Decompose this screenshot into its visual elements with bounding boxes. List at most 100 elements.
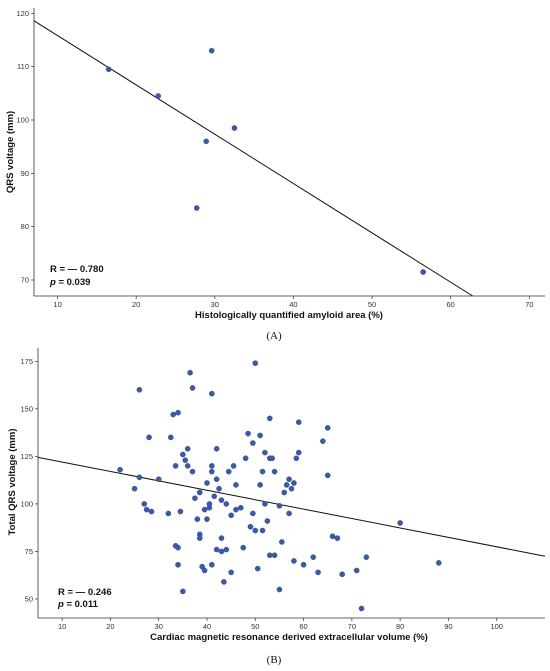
panel-b-data-point [218,535,225,541]
panel-a-y-tick-label: 100 [16,116,29,125]
panel-b-data-point [259,527,266,534]
panel-b-data-point [250,440,256,446]
panel-b-data-point [184,445,191,452]
panel-a-x-label: Histologically quantified amyloid area (… [195,310,383,321]
panel-b-data-point [300,561,307,568]
panel-a-x-tick-label: 50 [368,300,376,309]
panel-b-x-tick-label: 70 [348,622,356,631]
panel-b-x-tick-label: 40 [203,622,211,631]
panel-b-data-point [165,510,172,517]
panel-b-data-point [180,451,186,458]
panel-a-data-point [208,47,215,54]
panel-b-y-label: Total QRS voltage (mm) [7,429,18,536]
panel-b-data-point [257,432,263,439]
panel-a-regression-line [33,20,473,297]
panel-b-y-tick-label: 100 [20,499,33,508]
panel-b-data-point [266,552,273,559]
panel-b-data-point [223,546,230,553]
panel-a-x-ticks: 10 20 30 40 50 60 70 [53,296,533,309]
panel-b-data-point [209,463,215,469]
panel-b-data-point [189,468,196,475]
panel-b-data-point [295,419,302,425]
panel-b-y-tick-label: 125 [20,452,33,461]
panel-b-data-point [136,474,143,481]
panel-b-data-point [184,463,191,469]
panel-b-data-point [247,523,254,530]
panel-b-data-point [242,455,249,462]
panel-b-data-point [209,561,215,568]
panel-b-data-point [196,489,203,496]
panel-b-data-point [264,518,271,524]
panel-b-x-tick-label: 100 [490,622,503,631]
panel-b-data-point [291,480,297,486]
panel-b-data-point [211,493,218,500]
panel-b-data-point [136,387,143,393]
panel-a-y-tick-label: 80 [21,222,29,231]
panel-b-x-tick-label: 50 [251,622,259,631]
panel-a-data-point [105,66,112,73]
panel-a-x-tick-label: 40 [289,300,297,309]
panel-a-p-number: = 0.039 [56,277,91,288]
panel-a-x-tick-label: 70 [525,300,533,309]
panel-b-data-point [281,489,288,496]
panel-b-data-point [146,434,152,441]
panel-b-data-point [320,438,326,444]
panel-b-data-point [216,485,222,492]
panel-b-data-point [218,548,225,555]
panel-b-data-point [155,476,162,482]
panel-a-y-ticks: 70 80 90 100 110 120 [16,9,34,285]
panel-b-data-point [252,527,259,534]
panel-b-data-point [209,390,215,397]
panel-b-data-point [177,508,184,515]
panel-b-data-point [295,449,302,456]
panel-b-data-point [213,445,220,452]
panel-a-x-tick-label: 60 [446,300,454,309]
panel-b-data-point [310,554,317,560]
panel-b-y-tick-label: 175 [20,357,33,366]
panel-b-data-point [435,560,442,566]
panel-b-data-point [254,565,261,572]
panel-a-y-tick-label: 70 [21,276,29,285]
panel-b-x-tick-label: 80 [396,622,404,631]
panel-b-data-point [189,385,196,391]
panel-b-data-point [225,468,232,475]
panel-b-data-point [283,482,290,488]
panel-a-r-value: R = — 0.780 [50,264,104,275]
panel-b-data-point [194,516,201,522]
panel-b-x-tick-label: 30 [155,622,163,631]
panel-b-data-point [192,495,198,502]
panel-b-data-point [288,485,295,492]
panel-a-label: (A) [266,330,282,342]
panel-b-data-point [262,449,268,456]
panel-b-data-point [196,535,203,541]
panel-a-x-tick-label: 20 [132,300,140,309]
panel-b-data-point [175,544,181,551]
panel-b-data-point [279,539,285,545]
panel-b-data-point [286,510,292,517]
panel-b-data-point [276,503,283,509]
panel-b-data-point [262,501,268,507]
panel-b-data-point [237,504,244,511]
panel-a-data-point [231,125,238,131]
panel-b-data-point [170,411,176,418]
panel-b-label: (B) [267,654,282,666]
panel-b-x-label: Cardiac magnetic resonance derived extra… [150,632,428,643]
panel-b-data-point [143,506,150,513]
panel-a-y-label: QRS voltage (mm) [5,111,16,193]
panel-b-data-point [324,425,331,431]
panel-a-data-point [155,93,162,99]
panel-b-data-point [201,506,208,513]
panel-a-data-point [203,138,209,145]
panel-b-x-tick-label: 60 [299,622,307,631]
panel-b-data-point [252,360,259,367]
panel-b-data-point [324,472,331,479]
panel-b-data-point [201,567,208,574]
panel-b-points [117,360,442,612]
panel-a-data-point [420,269,426,275]
panel-b-data-point [397,520,403,526]
panel-b-data-point [204,480,210,486]
panel-b-data-point [206,501,213,507]
panel-b-x-ticks: 10 20 30 40 50 60 70 80 90 100 [58,618,503,631]
panel-b-data-point [182,457,189,463]
